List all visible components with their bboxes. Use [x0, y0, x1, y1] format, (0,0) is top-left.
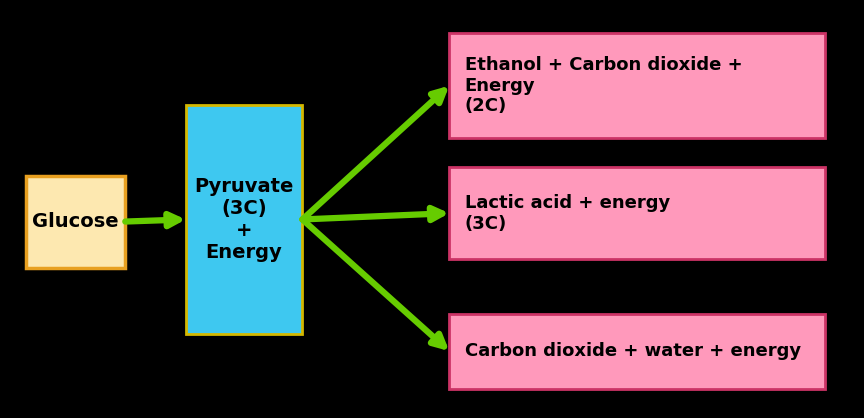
- Text: Pyruvate
(3C)
+
Energy: Pyruvate (3C) + Energy: [194, 177, 294, 262]
- Text: Ethanol + Carbon dioxide +
Energy
(2C): Ethanol + Carbon dioxide + Energy (2C): [465, 56, 742, 115]
- FancyBboxPatch shape: [449, 33, 825, 138]
- FancyBboxPatch shape: [26, 176, 125, 268]
- FancyBboxPatch shape: [186, 104, 302, 334]
- FancyBboxPatch shape: [449, 314, 825, 389]
- Text: Lactic acid + energy
(3C): Lactic acid + energy (3C): [465, 194, 670, 232]
- FancyBboxPatch shape: [449, 167, 825, 259]
- Text: Carbon dioxide + water + energy: Carbon dioxide + water + energy: [465, 342, 801, 360]
- Text: Glucose: Glucose: [32, 212, 119, 231]
